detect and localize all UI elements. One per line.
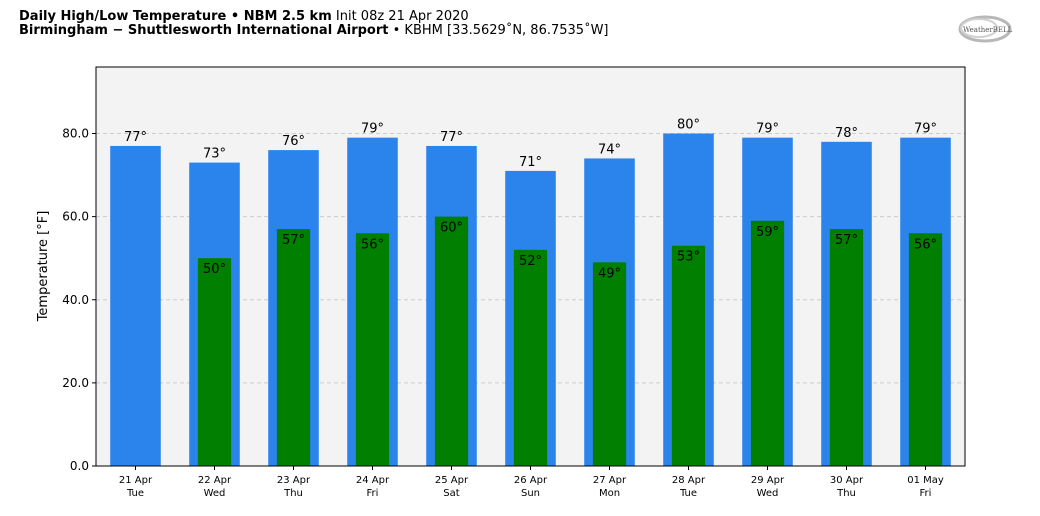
x-tick-day: Wed xyxy=(757,488,779,499)
high-temp-label: 77° xyxy=(440,130,463,145)
chart-title: Daily High/Low Temperature • NBM 2.5 km … xyxy=(19,9,469,24)
x-tick-date: 01 May xyxy=(907,475,944,486)
low-temp-bar xyxy=(276,229,311,466)
x-tick-day: Mon xyxy=(599,488,620,499)
low-temp-bar xyxy=(355,233,390,466)
y-tick-label: 60.0 xyxy=(62,210,89,224)
low-temp-label: 59° xyxy=(756,225,779,240)
x-tick-date: 28 Apr xyxy=(672,475,706,486)
low-temp-label: 60° xyxy=(440,221,463,236)
x-tick-date: 24 Apr xyxy=(356,475,390,486)
x-tick-day: Tue xyxy=(679,488,697,499)
x-tick-date: 25 Apr xyxy=(435,475,469,486)
y-tick-label: 80.0 xyxy=(62,127,89,141)
station-coords: • KBHM [33.5629˚N, 86.7535˚W] xyxy=(392,23,609,38)
chart-init-time: Init 08z 21 Apr 2020 xyxy=(335,9,469,24)
x-tick-day: Sun xyxy=(521,488,540,499)
x-tick-date: 27 Apr xyxy=(593,475,627,486)
x-tick-day: Sat xyxy=(443,488,459,499)
x-tick-day: Thu xyxy=(283,488,303,499)
high-temp-label: 74° xyxy=(598,142,621,157)
low-temp-label: 57° xyxy=(282,233,305,248)
weatherbell-logo-icon: WeatherBELL xyxy=(958,15,1013,43)
high-temp-bar xyxy=(110,145,161,466)
high-temp-label: 78° xyxy=(835,126,858,141)
x-tick-day: Fri xyxy=(367,488,379,499)
x-tick-date: 22 Apr xyxy=(198,475,232,486)
high-temp-label: 79° xyxy=(361,122,384,137)
chart-title-main: Daily High/Low Temperature • NBM 2.5 km xyxy=(19,9,332,24)
low-temp-label: 53° xyxy=(677,250,700,265)
station-name: Birmingham − Shuttlesworth International… xyxy=(19,23,389,38)
high-temp-label: 71° xyxy=(519,155,542,170)
low-temp-label: 52° xyxy=(519,254,542,269)
low-temp-bar xyxy=(434,216,469,466)
low-temp-label: 56° xyxy=(914,237,937,252)
chart-subtitle: Birmingham − Shuttlesworth International… xyxy=(19,23,609,38)
low-temp-label: 56° xyxy=(361,237,384,252)
low-temp-bar xyxy=(671,245,706,466)
bar-series xyxy=(110,133,951,466)
low-temp-bar xyxy=(592,262,627,466)
y-axis-label: Temperature [°F] xyxy=(36,211,51,323)
high-temp-label: 77° xyxy=(124,130,147,145)
weatherbell-logo-text: WeatherBELL xyxy=(963,26,1013,34)
y-tick-label: 0.0 xyxy=(70,459,89,473)
low-temp-bar xyxy=(197,258,232,466)
x-tick-date: 23 Apr xyxy=(277,475,311,486)
low-temp-bar xyxy=(750,220,785,466)
y-axis: 0.0 20.0 40.0 60.0 80.0 xyxy=(62,127,96,473)
low-temp-label: 57° xyxy=(835,233,858,248)
x-tick-day: Tue xyxy=(126,488,144,499)
high-temp-label: 79° xyxy=(756,122,779,137)
x-tick-day: Wed xyxy=(204,488,226,499)
x-tick-date: 21 Apr xyxy=(119,475,153,486)
low-temp-bar xyxy=(908,233,943,466)
low-temp-bar xyxy=(513,249,548,466)
high-temp-label: 76° xyxy=(282,134,305,149)
value-labels: 77° 73° 50° 76° 57° 79° 56° 77° 60° 71° 52° 74° 49° 8… xyxy=(124,118,937,282)
y-tick-label: 40.0 xyxy=(62,293,89,307)
y-tick-label: 20.0 xyxy=(62,376,89,390)
low-temp-label: 49° xyxy=(598,266,621,281)
high-temp-label: 80° xyxy=(677,118,700,133)
high-temp-label: 79° xyxy=(914,122,937,137)
x-tick-date: 29 Apr xyxy=(751,475,785,486)
high-temp-label: 73° xyxy=(203,147,226,162)
x-tick-date: 26 Apr xyxy=(514,475,548,486)
x-tick-date: 30 Apr xyxy=(830,475,864,486)
x-axis: 21 Apr Tue 22 Apr Wed 23 Apr Thu 24 Apr Fri 25 A… xyxy=(119,466,944,499)
x-tick-day: Thu xyxy=(836,488,856,499)
x-tick-day: Fri xyxy=(920,488,932,499)
low-temp-bar xyxy=(829,229,864,466)
low-temp-label: 50° xyxy=(203,262,226,277)
